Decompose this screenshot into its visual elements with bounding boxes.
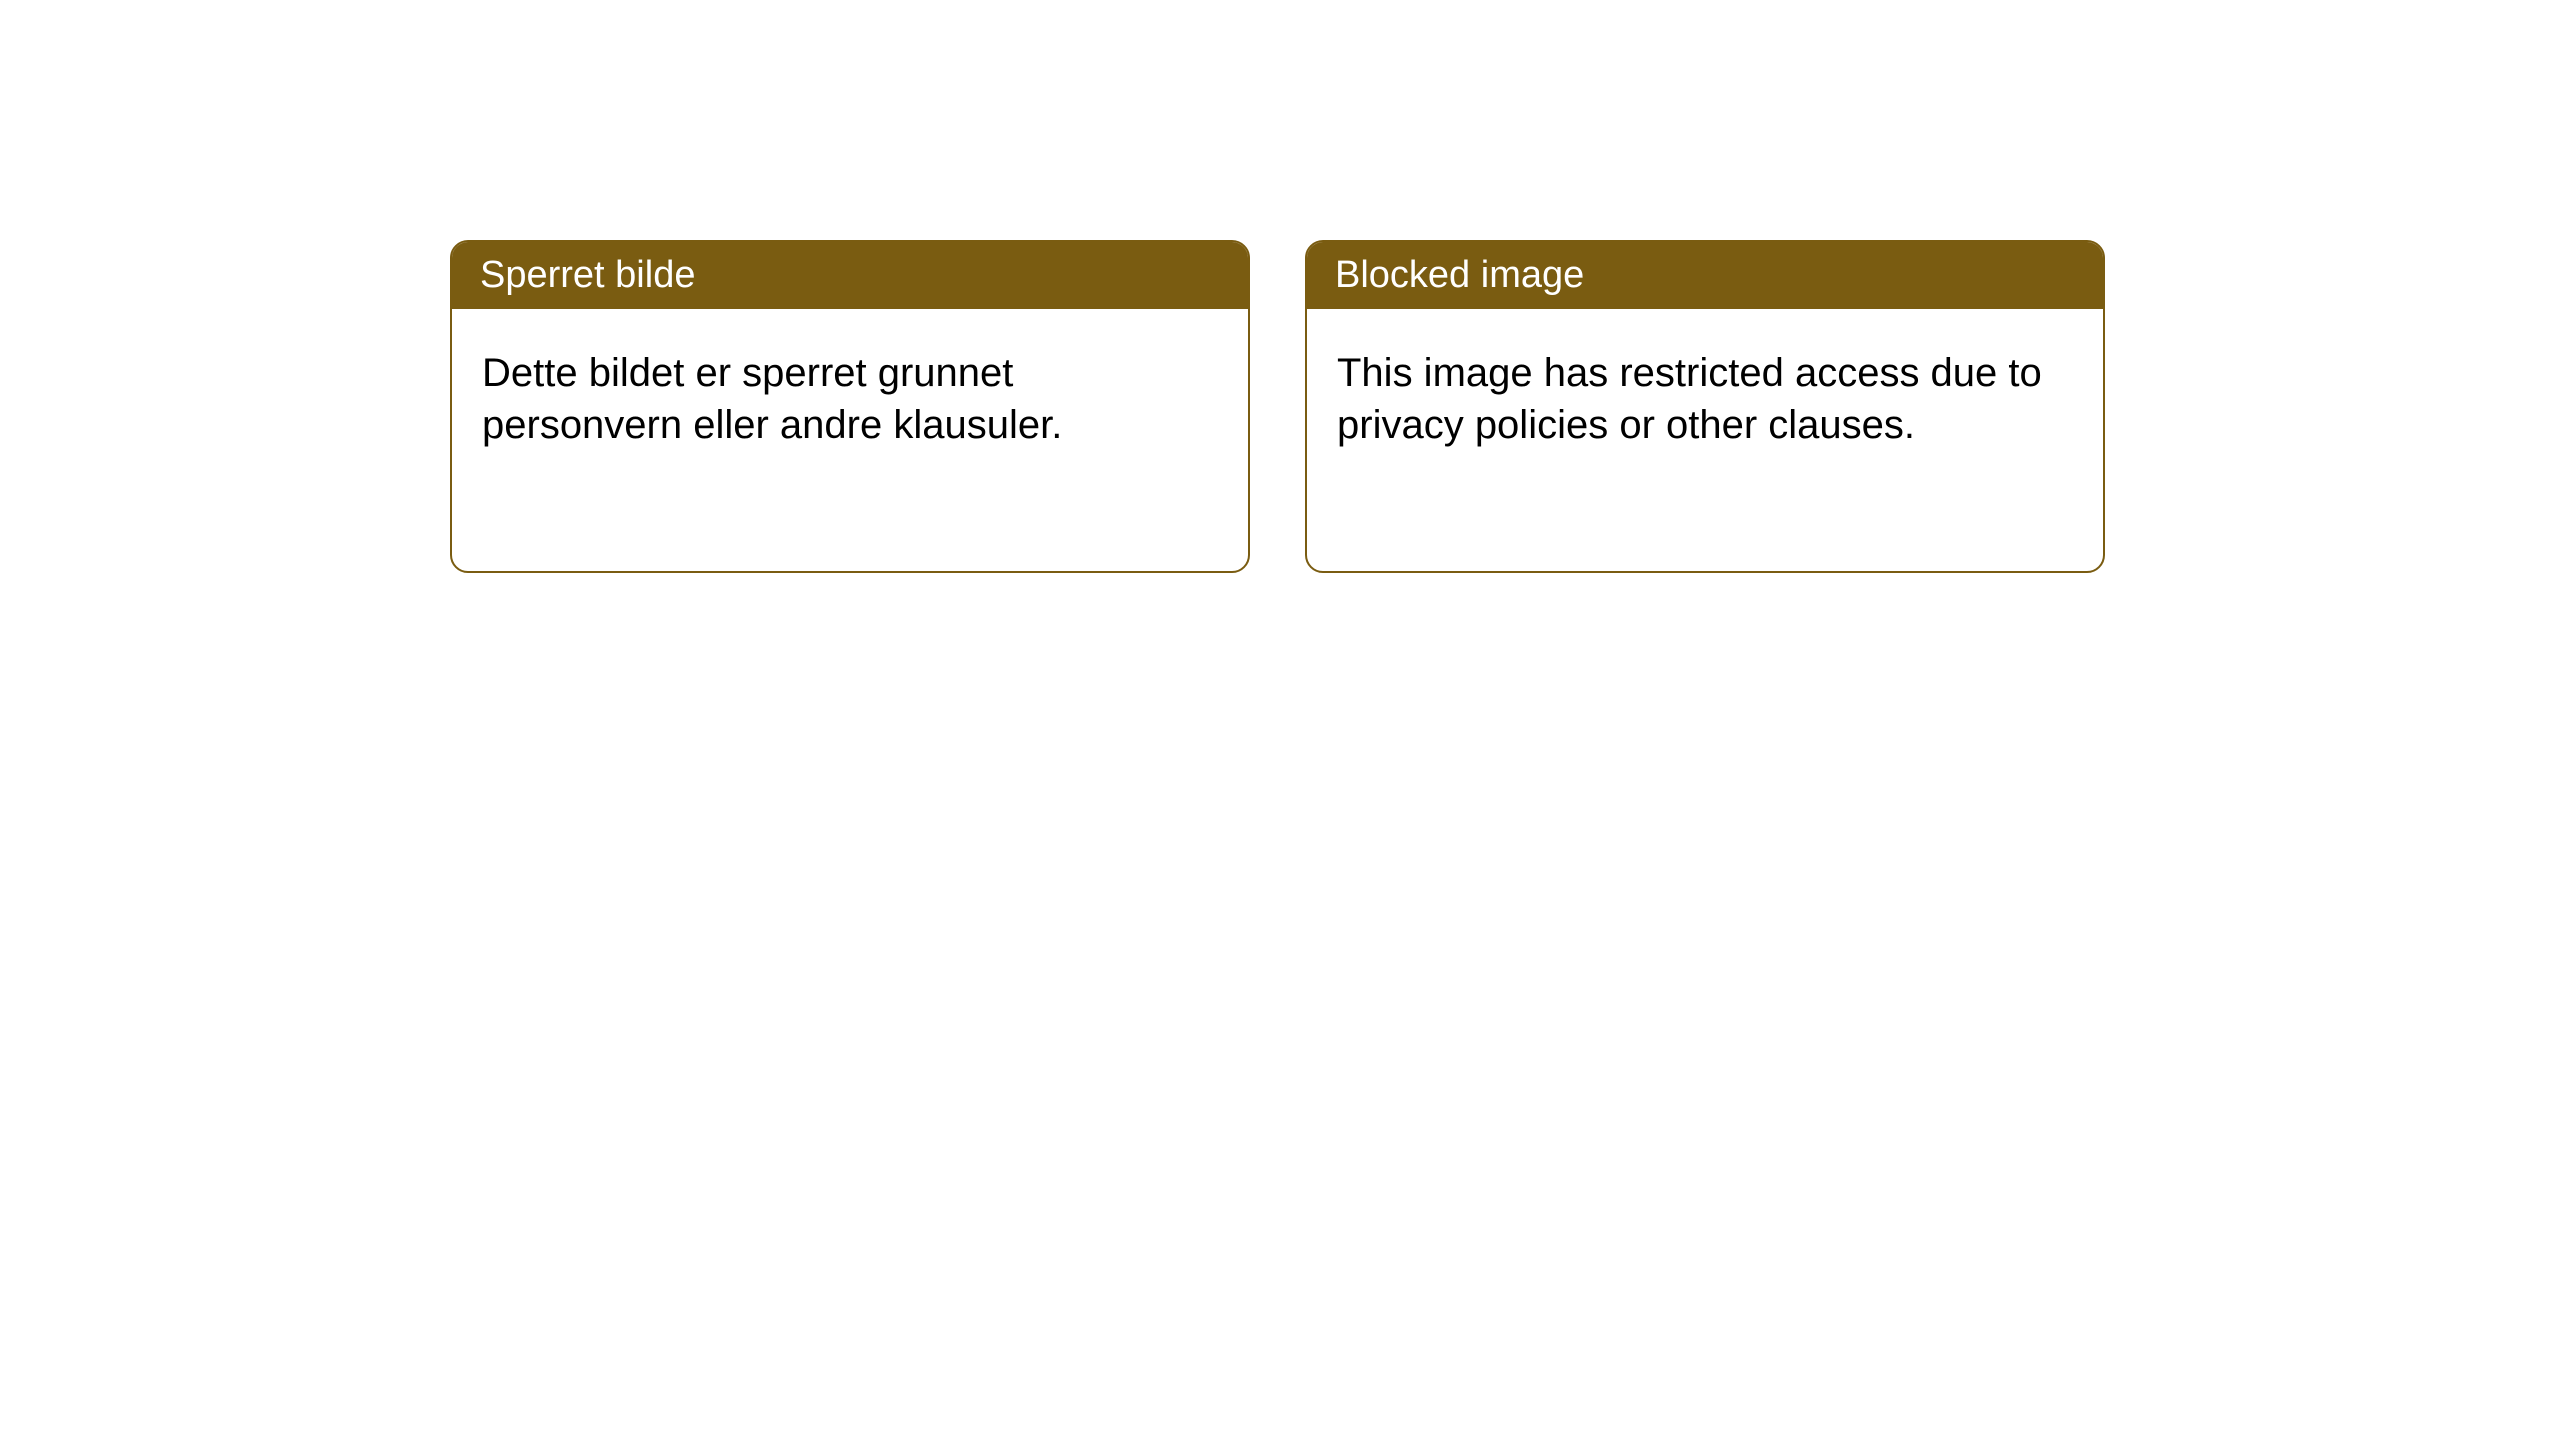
card-body: Dette bildet er sperret grunnet personve…	[452, 309, 1248, 489]
card-title: Sperret bilde	[480, 254, 695, 296]
card-header: Blocked image	[1307, 242, 2103, 309]
notice-card-english: Blocked image This image has restricted …	[1305, 240, 2105, 573]
notice-container: Sperret bilde Dette bildet er sperret gr…	[450, 240, 2105, 573]
card-body: This image has restricted access due to …	[1307, 309, 2103, 489]
card-header: Sperret bilde	[452, 242, 1248, 309]
notice-card-norwegian: Sperret bilde Dette bildet er sperret gr…	[450, 240, 1250, 573]
card-message: Dette bildet er sperret grunnet personve…	[482, 351, 1062, 447]
card-message: This image has restricted access due to …	[1337, 351, 2042, 447]
card-title: Blocked image	[1335, 254, 1584, 296]
